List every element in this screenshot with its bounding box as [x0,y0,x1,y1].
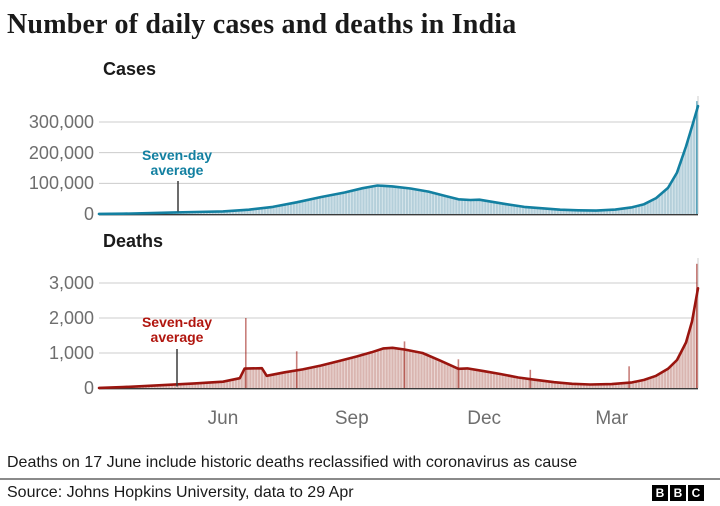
seven-day-average-line [97,104,700,216]
x-axis-month-label: Mar [595,408,629,429]
annotation-line2: average [150,162,204,178]
deaths-annotation-label: Seven-day average [107,315,247,345]
bbc-logo: B B C [652,485,704,501]
deaths-chart-title: Deaths [103,231,164,251]
y-axis-tick-label: 1,000 [48,343,94,363]
y-axis-tick-label: 300,000 [28,112,94,132]
footnote: Deaths on 17 June include historic death… [7,454,578,471]
daily-bar-spike [457,359,460,388]
daily-bar-spike [628,366,630,388]
source-attribution: Source: Johns Hopkins University, data t… [7,484,354,501]
daily-bars-texture [99,106,698,214]
daily-bars-texture [99,288,698,388]
cases-annotation-label: Seven-day average [107,148,247,178]
annotation-line1: Seven-day [141,147,213,163]
y-axis-tick-label: 2,000 [48,308,94,328]
bbc-logo-block: B [670,485,686,501]
daily-bar-spike [696,101,698,214]
annotation-line1: Seven-day [141,314,213,330]
y-axis-tick-label: 0 [83,204,94,224]
cases-chart-title: Cases [103,59,157,79]
bbc-logo-block: B [652,485,668,501]
y-axis-tick-label: 3,000 [48,273,94,293]
daily-bar-spike [403,341,406,388]
daily-bar-spike [696,263,698,389]
x-axis-month-label: Dec [467,408,502,429]
x-axis-month-label: Sep [334,408,369,429]
seven-day-average-line [97,287,700,390]
y-axis-tick-label: 0 [83,378,94,398]
page-title: Number of daily cases and deaths in Indi… [7,9,517,40]
footer-divider [0,478,720,480]
y-axis-tick-label: 200,000 [28,142,94,163]
y-axis-tick-label: 100,000 [28,173,94,194]
bbc-logo-block: C [688,485,704,501]
annotation-line2: average [150,329,204,345]
x-axis-month-label: Jun [207,408,239,429]
daily-bar-spike [245,318,247,388]
